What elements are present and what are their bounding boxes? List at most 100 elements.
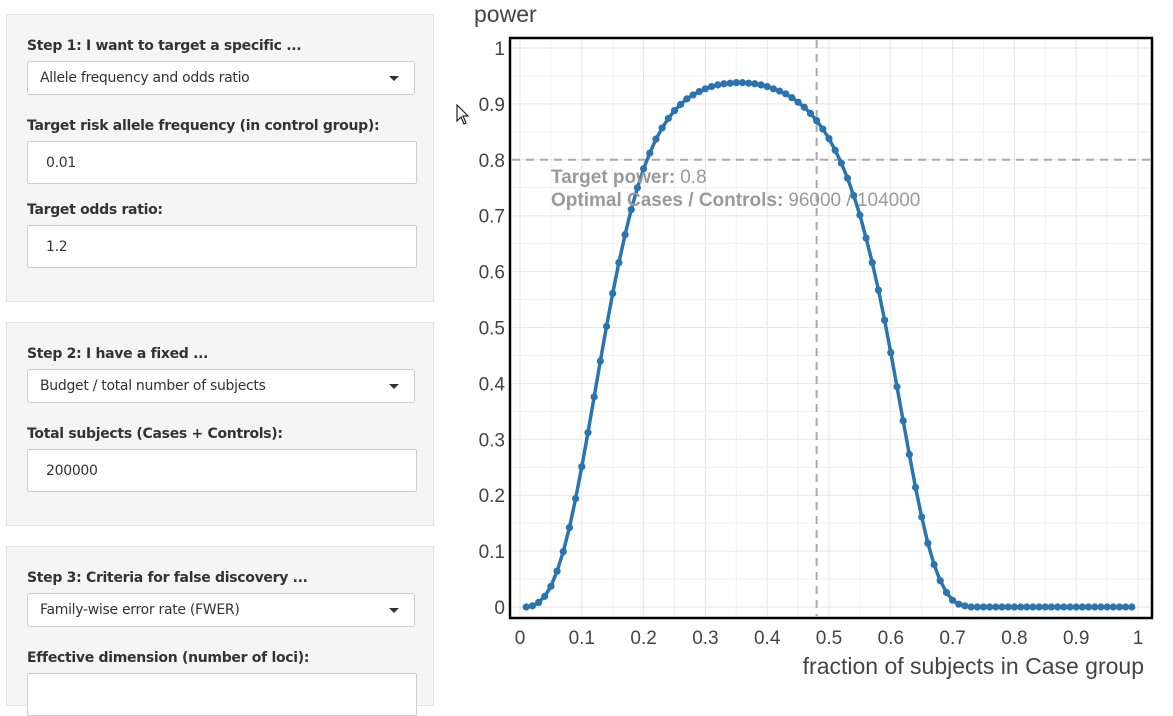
power-point <box>695 88 703 96</box>
power-point <box>1103 603 1111 611</box>
power-point <box>831 146 839 154</box>
y-tick-label: 0 <box>494 598 505 619</box>
step1-label: Step 1: I want to target a specific ... <box>27 38 302 54</box>
target-type-select[interactable]: Allele frequency and odds ratio <box>27 61 415 95</box>
power-point <box>1029 603 1037 611</box>
y-tick-label: 0.9 <box>479 95 505 116</box>
power-point <box>911 483 920 491</box>
power-point <box>646 149 654 157</box>
x-axis-label: fraction of subjects in Case group <box>803 653 1144 679</box>
plot-frame <box>508 36 1154 620</box>
power-point <box>862 234 870 242</box>
power-point <box>949 596 957 604</box>
power-point <box>936 577 944 585</box>
x-tick-label: 0.3 <box>692 628 718 649</box>
power-point <box>578 463 586 471</box>
x-tick-label: 0 <box>515 628 526 649</box>
power-point <box>813 117 821 125</box>
chart-ticks: 0 0.1 0.2 0.3 0.4 0.5 0.6 0.7 0.8 0.9 1 0 0.1 0.2 0.3 0… <box>479 39 1144 649</box>
optimal-label: Optimal Cases / Controls: <box>551 190 783 211</box>
power-point <box>874 286 883 294</box>
power-point <box>553 567 561 575</box>
power-point <box>837 159 845 167</box>
power-point <box>590 393 598 401</box>
power-point <box>751 80 759 88</box>
power-point <box>1084 603 1093 611</box>
chevron-down-icon <box>389 384 399 389</box>
power-point <box>627 205 635 214</box>
y-tick-label: 0.5 <box>479 319 505 340</box>
power-point <box>930 560 938 569</box>
power-point <box>973 603 981 611</box>
power-point <box>1078 603 1086 611</box>
power-point <box>534 598 543 607</box>
power-point <box>565 524 574 532</box>
power-point <box>1041 603 1049 611</box>
power-point <box>1035 603 1043 611</box>
power-point <box>670 107 679 115</box>
y-tick-label: 0.4 <box>479 374 506 395</box>
criteria-select-value: Family-wise error rate (FWER) <box>40 602 240 618</box>
effective-dimension-input[interactable] <box>27 673 417 716</box>
power-point <box>893 383 901 391</box>
y-tick-label: 0.2 <box>479 486 505 507</box>
power-point <box>856 211 864 219</box>
power-point <box>763 82 771 91</box>
x-tick-label: 0.2 <box>630 628 656 649</box>
power-point <box>701 85 709 93</box>
mouse-cursor-icon <box>456 104 470 125</box>
x-tick-label: 0.8 <box>1001 628 1027 649</box>
power-point <box>528 602 536 610</box>
power-point <box>559 548 567 556</box>
power-point <box>967 603 975 611</box>
power-point <box>788 94 796 102</box>
power-chart: 0 0.1 0.2 0.3 0.4 0.5 0.6 0.7 0.8 0.9 1 0 0.1 0.2 0.3 0… <box>474 1 1154 679</box>
power-point <box>609 289 617 298</box>
optimal-value: 96000 / 104000 <box>788 190 920 211</box>
power-point <box>775 87 784 95</box>
power-point <box>899 417 907 425</box>
power-point <box>615 259 623 267</box>
step1-panel: Step 1: I want to target a specific ... … <box>6 14 434 302</box>
power-point <box>918 513 926 521</box>
power-series <box>522 79 1136 611</box>
power-point <box>720 80 728 88</box>
target-power-value: 0.8 <box>680 167 706 188</box>
y-tick-label: 0.1 <box>479 542 505 563</box>
total-subjects-label: Total subjects (Cases + Controls): <box>27 426 283 442</box>
y-tick-label: 1 <box>494 39 505 60</box>
power-point <box>621 231 629 239</box>
power-point <box>1122 603 1130 611</box>
fixed-type-select[interactable]: Budget / total number of subjects <box>27 369 415 403</box>
freq-input[interactable] <box>27 141 417 184</box>
power-point <box>1023 603 1031 611</box>
power-point <box>1128 603 1136 611</box>
power-point <box>794 98 802 106</box>
power-point <box>633 184 642 192</box>
power-point <box>640 165 648 173</box>
fixed-type-select-value: Budget / total number of subjects <box>40 378 266 394</box>
x-tick-label: 0.7 <box>939 628 965 649</box>
total-subjects-input[interactable] <box>27 449 417 492</box>
power-point <box>843 174 852 182</box>
power-point <box>689 91 697 99</box>
y-tick-label: 0.7 <box>479 207 505 228</box>
power-point <box>596 357 604 365</box>
power-point <box>677 100 685 109</box>
power-point <box>986 603 994 611</box>
x-tick-label: 0.4 <box>754 628 781 649</box>
power-point <box>1010 603 1019 611</box>
chevron-down-icon <box>389 608 399 613</box>
power-point <box>547 582 555 590</box>
power-point <box>961 602 969 610</box>
power-point <box>819 125 827 133</box>
y-axis-label: power <box>474 1 537 27</box>
target-power-annotation: Target power: 0.8 <box>551 167 707 188</box>
criteria-select[interactable]: Family-wise error rate (FWER) <box>27 593 415 627</box>
odds-ratio-input[interactable] <box>27 225 417 268</box>
power-point <box>714 81 722 89</box>
power-point <box>905 450 913 458</box>
power-point <box>998 603 1006 611</box>
y-tick-label: 0.3 <box>479 430 505 451</box>
power-point <box>806 109 815 118</box>
